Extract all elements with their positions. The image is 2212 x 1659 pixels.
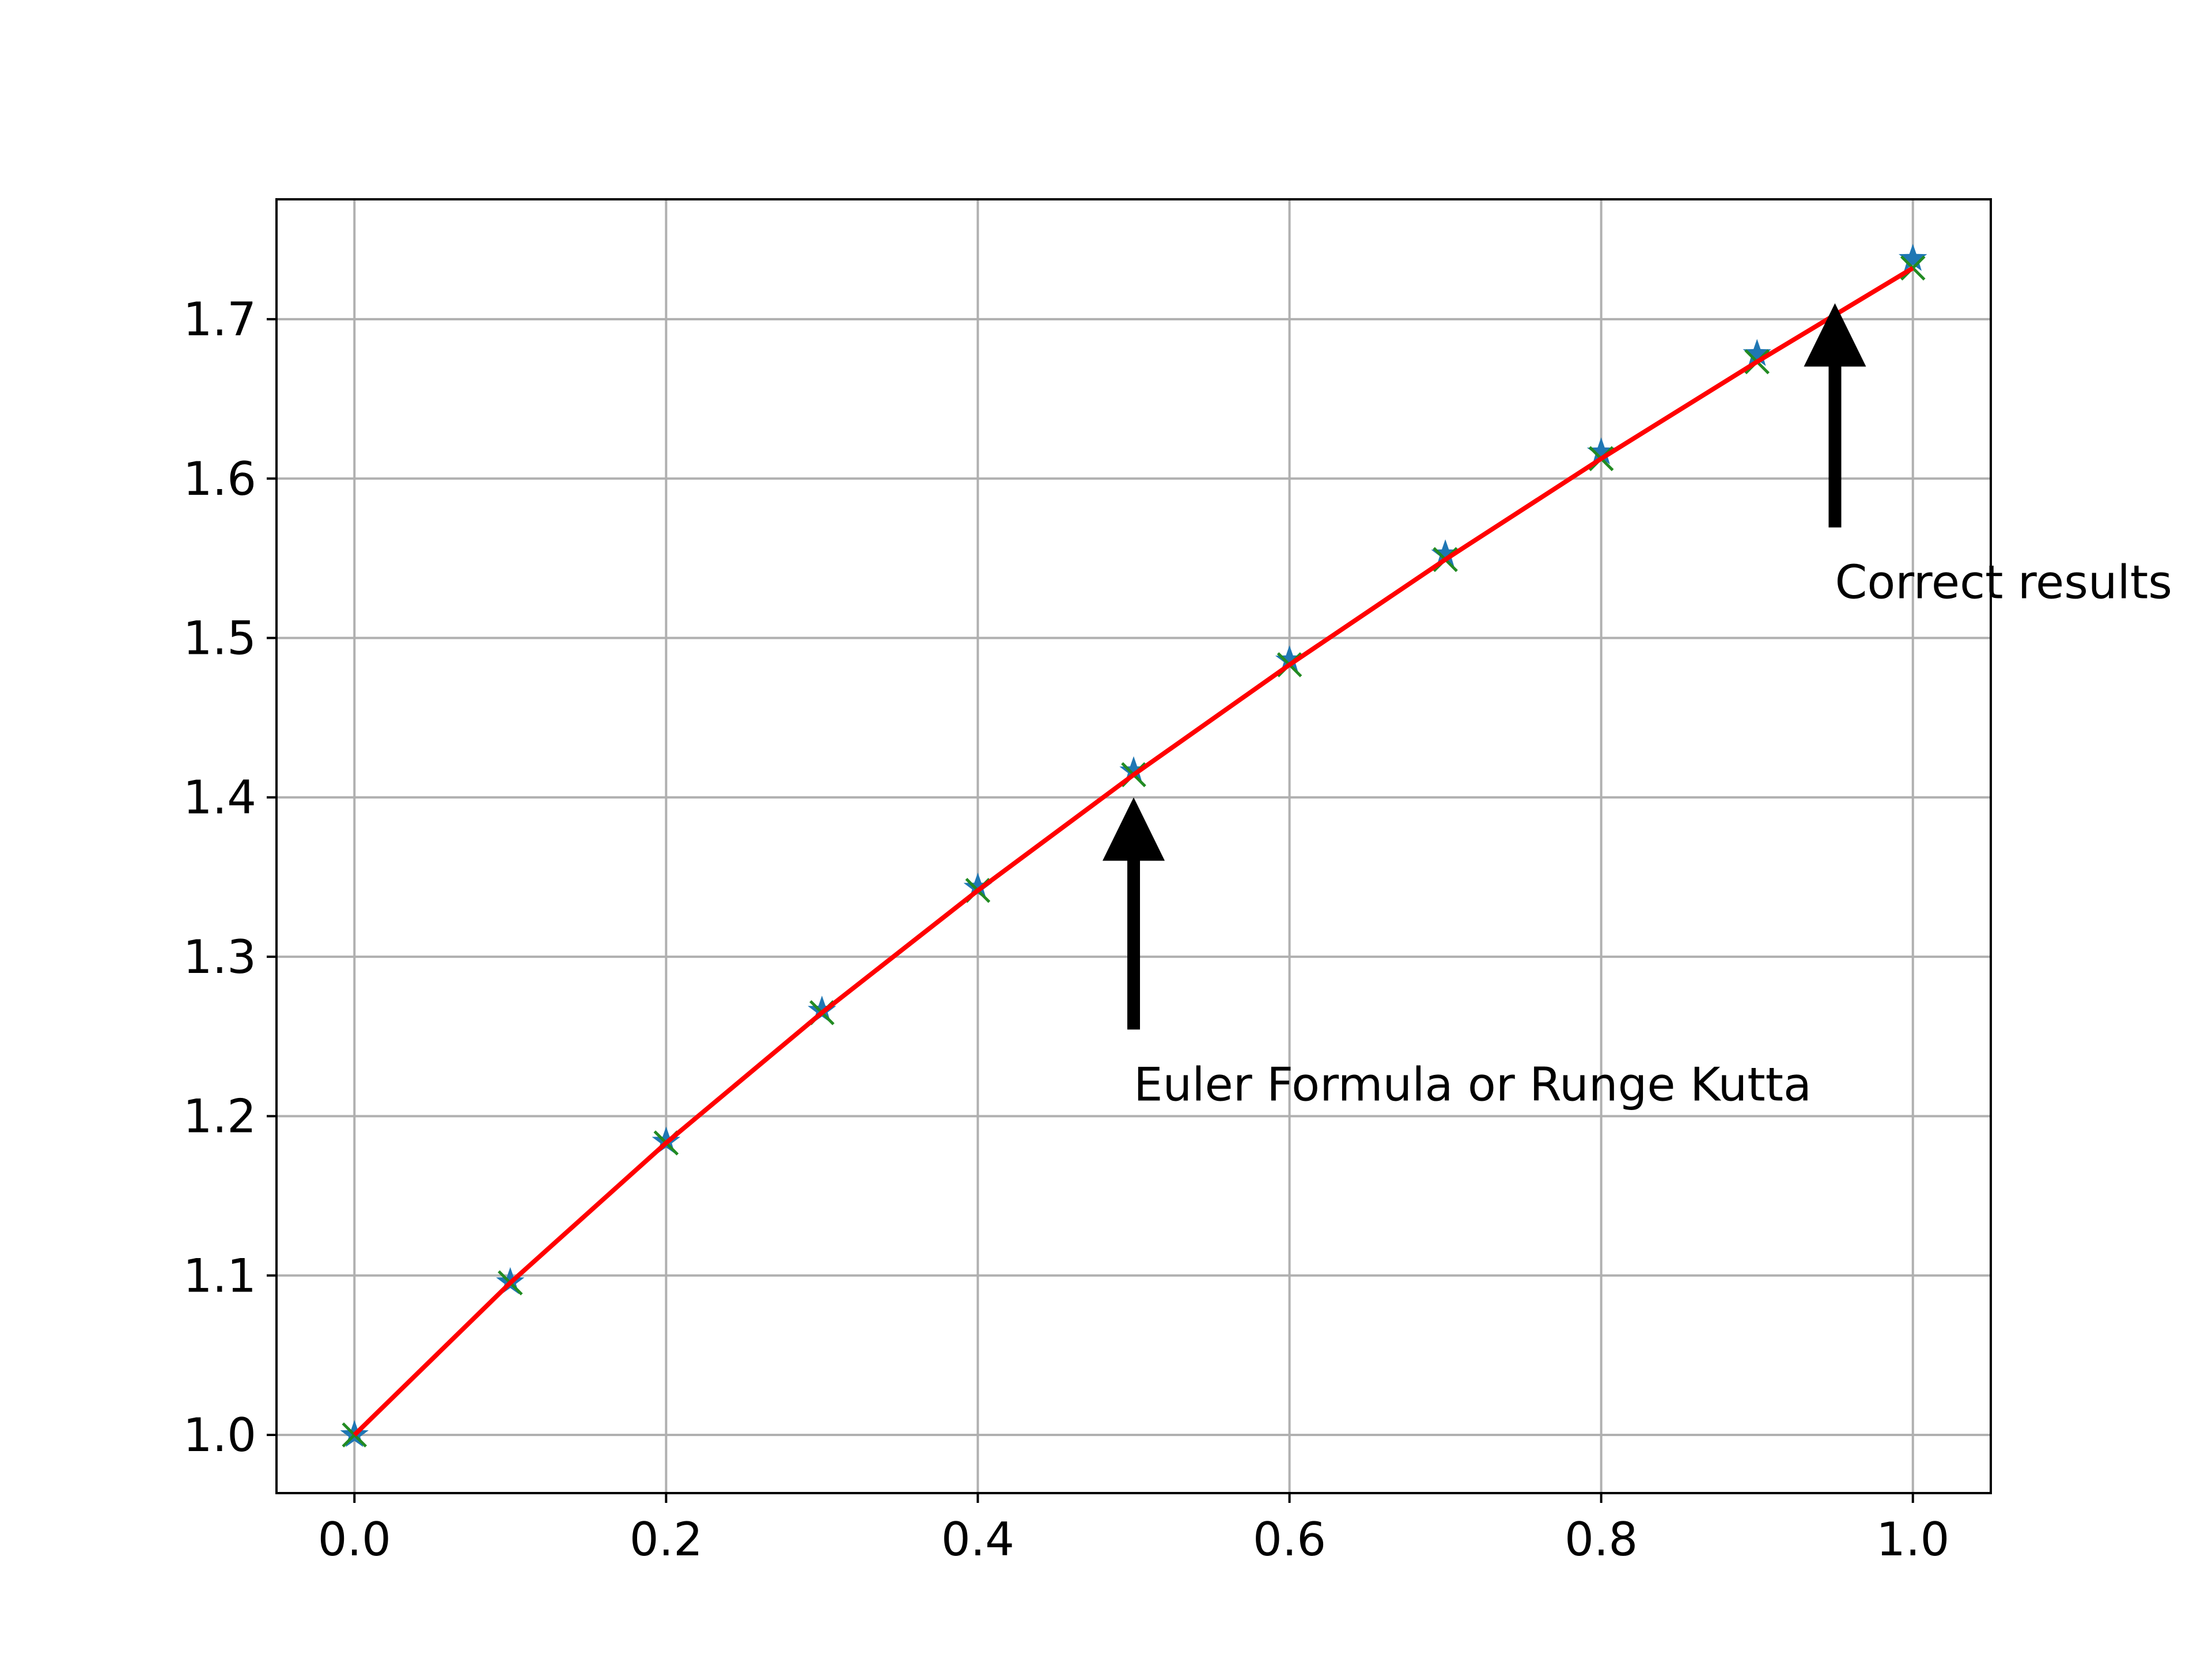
- annotation: Euler Formula or Runge Kutta: [1103, 797, 1812, 1111]
- x-marker-stroke: [1900, 255, 1926, 281]
- star-marker: [1743, 339, 1771, 366]
- star-marker: [1119, 756, 1148, 783]
- star-marker: [1431, 539, 1460, 567]
- y-tick-label: 1.4: [183, 771, 256, 824]
- star-marker: [1275, 645, 1304, 673]
- star-marker: [963, 872, 993, 900]
- annotation: Correct results: [1804, 303, 2172, 609]
- series-line: [353, 266, 1914, 1437]
- grid-lines: [276, 199, 1991, 1493]
- y-tick-label: 1.2: [183, 1090, 256, 1143]
- x-tick-label: 0.8: [1565, 1513, 1638, 1566]
- y-tick-label: 1.6: [183, 452, 256, 506]
- annotation-arrow-head: [1103, 797, 1165, 861]
- axes-frame: [275, 198, 1992, 1494]
- x-tick-label: 0.0: [318, 1513, 391, 1566]
- data-series: [340, 244, 1927, 1448]
- x-marker: [1900, 255, 1926, 281]
- y-tick-label: 1.7: [183, 293, 256, 346]
- y-tick-label: 1.5: [183, 611, 256, 665]
- axis-ticks: 0.0 0.2 0.4 0.6 0.8 1.0 1.0 1.1 1.2 1.3 1.4 1.5 1.6 1…: [183, 293, 1950, 1566]
- annotation-label: Correct results: [1835, 556, 2172, 609]
- annotation-label: Euler Formula or Runge Kutta: [1134, 1058, 1812, 1111]
- y-tick-label: 1.1: [183, 1249, 256, 1302]
- x-tick-label: 0.4: [941, 1513, 1014, 1566]
- x-tick-label: 1.0: [1876, 1513, 1949, 1566]
- y-tick-label: 1.0: [183, 1408, 256, 1462]
- star-marker: [1899, 244, 1927, 271]
- annotations: Euler Formula or Runge Kutta Correct resu…: [1103, 303, 2172, 1111]
- x-tick-label: 0.6: [1253, 1513, 1326, 1566]
- annotation-arrow-head: [1804, 303, 1866, 367]
- x-tick-label: 0.2: [630, 1513, 703, 1566]
- star-marker: [808, 995, 836, 1023]
- y-tick-label: 1.3: [183, 930, 256, 984]
- star-marker: [1586, 437, 1616, 465]
